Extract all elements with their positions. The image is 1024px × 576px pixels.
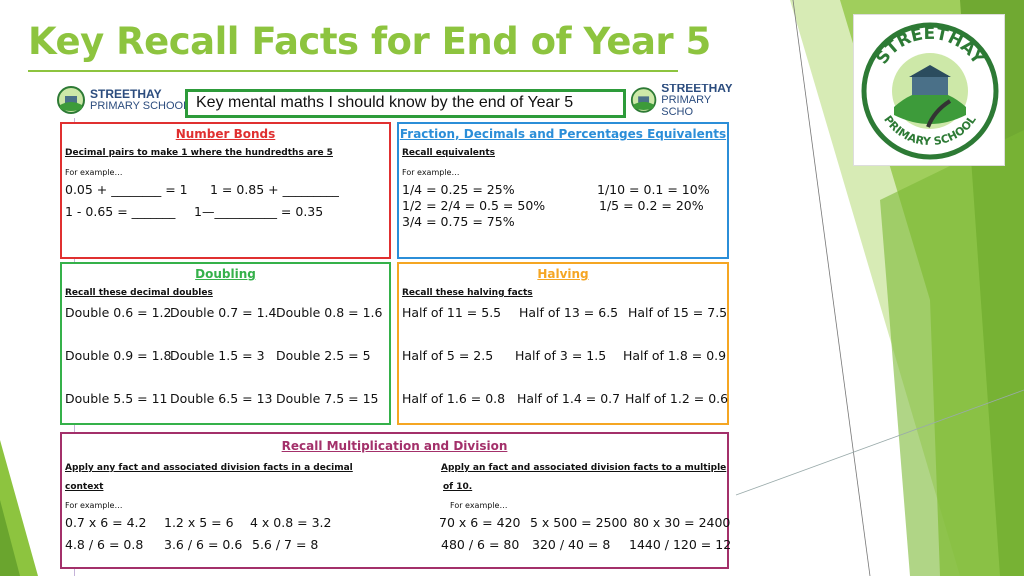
equation: Double 0.9 = 1.8	[65, 348, 172, 363]
right-subtitle: Apply an fact and associated division fa…	[441, 463, 727, 473]
equation: 1/4 = 0.25 = 25%	[402, 182, 515, 197]
left-subtitle-cont: context	[65, 482, 104, 492]
equation: 480 / 6 = 80	[441, 537, 520, 552]
equation: Double 0.8 = 1.6	[276, 305, 383, 320]
multiplication-box: Recall Multiplication and Division Apply…	[60, 432, 732, 569]
equation: 5.6 / 7 = 8	[252, 537, 319, 552]
number-bonds-title: Number Bonds	[175, 127, 276, 141]
mini-logo-right: STREETHAY PRIMARY SCHO	[630, 84, 738, 116]
mini-logo-line2: PRIMARY SCHOOL	[90, 100, 190, 112]
equation: 1.2 x 5 = 6	[164, 515, 234, 530]
doubling-box: Doubling Recall these decimal doubles Do…	[60, 262, 391, 425]
equation: 1/10 = 0.1 = 10%	[597, 182, 710, 197]
equation: 3/4 = 0.75 = 75%	[402, 214, 515, 229]
equation: 5 x 500 = 2500	[530, 515, 628, 530]
school-emblem-icon	[57, 86, 85, 114]
mini-logo-left: STREETHAY PRIMARY SCHOOL	[56, 84, 189, 116]
title-underline	[28, 70, 678, 72]
equation: Half of 5 = 2.5	[402, 348, 494, 363]
example-label: For example…	[65, 501, 123, 510]
school-logo: STREETHAY PRIMARY SCHOOL	[853, 14, 1005, 166]
equation: 4.8 / 6 = 0.8	[65, 537, 144, 552]
header-strip: Key mental maths I should know by the en…	[185, 89, 626, 118]
halving-box: Halving Recall these halving facts Half …	[397, 262, 729, 425]
example-label: For example…	[65, 168, 123, 177]
fdp-box: Fraction, Decimals and Percentages Equiv…	[397, 122, 729, 259]
equation: Half of 15 = 7.5	[628, 305, 728, 320]
equation: 320 / 40 = 8	[532, 537, 611, 552]
logo-emblem-icon: STREETHAY PRIMARY SCHOOL	[861, 22, 999, 160]
equation: Double 2.5 = 5	[276, 348, 371, 363]
number-bonds-subtitle: Decimal pairs to make 1 where the hundre…	[65, 148, 333, 158]
equation: Half of 1.2 = 0.6	[625, 391, 729, 406]
equation: Half of 13 = 6.5	[519, 305, 619, 320]
left-subtitle: Apply any fact and associated division f…	[65, 463, 353, 473]
number-bonds-box: Number Bonds Decimal pairs to make 1 whe…	[60, 122, 391, 259]
halving-subtitle: Recall these halving facts	[402, 288, 533, 298]
equation: 1—__________ = 0.35	[194, 204, 324, 219]
equation: 1 = 0.85 + _________	[210, 182, 339, 197]
mini-logo-line1: STREETHAY	[90, 87, 162, 101]
equation: 1/5 = 0.2 = 20%	[599, 198, 704, 213]
equation: 70 x 6 = 420	[439, 515, 521, 530]
equation: Half of 1.8 = 0.9	[623, 348, 727, 363]
equation: Half of 1.4 = 0.7	[517, 391, 621, 406]
equation: 3.6 / 6 = 0.6	[164, 537, 243, 552]
mini-logo-line1: STREETHAY	[661, 84, 733, 95]
example-label: For example…	[402, 168, 460, 177]
equation: Half of 1.6 = 0.8	[402, 391, 506, 406]
example-label: For example…	[450, 501, 508, 510]
equation: Double 0.6 = 1.2	[65, 305, 172, 320]
equation: Half of 3 = 1.5	[515, 348, 607, 363]
equation: Double 6.5 = 13	[170, 391, 273, 406]
halving-title: Halving	[537, 267, 589, 281]
equation: Double 7.5 = 15	[276, 391, 379, 406]
equation: 80 x 30 = 2400	[633, 515, 731, 530]
doubling-subtitle: Recall these decimal doubles	[65, 288, 213, 298]
equation: Double 0.7 = 1.4	[170, 305, 277, 320]
equation: 0.7 x 6 = 4.2	[65, 515, 147, 530]
equation: Half of 11 = 5.5	[402, 305, 502, 320]
equation: 0.05 + ________ = 1	[65, 182, 188, 197]
fdp-subtitle: Recall equivalents	[402, 148, 495, 158]
doubling-title: Doubling	[195, 267, 256, 281]
equation: 1440 / 120 = 12	[629, 537, 732, 552]
multiplication-title: Recall Multiplication and Division	[281, 439, 508, 453]
slide-title: Key Recall Facts for End of Year 5	[28, 20, 711, 63]
right-subtitle-cont: of 10.	[443, 482, 473, 492]
equation: 4 x 0.8 = 3.2	[250, 515, 332, 530]
equation: 1/2 = 2/4 = 0.5 = 50%	[402, 198, 546, 213]
mini-logo-line2: PRIMARY SCHO	[661, 94, 711, 116]
equation: 1 - 0.65 = _______	[65, 204, 176, 219]
equation: Double 5.5 = 11	[65, 391, 168, 406]
equation: Double 1.5 = 3	[170, 348, 265, 363]
fdp-title: Fraction, Decimals and Percentages Equiv…	[399, 127, 727, 141]
school-emblem-icon	[630, 87, 657, 113]
